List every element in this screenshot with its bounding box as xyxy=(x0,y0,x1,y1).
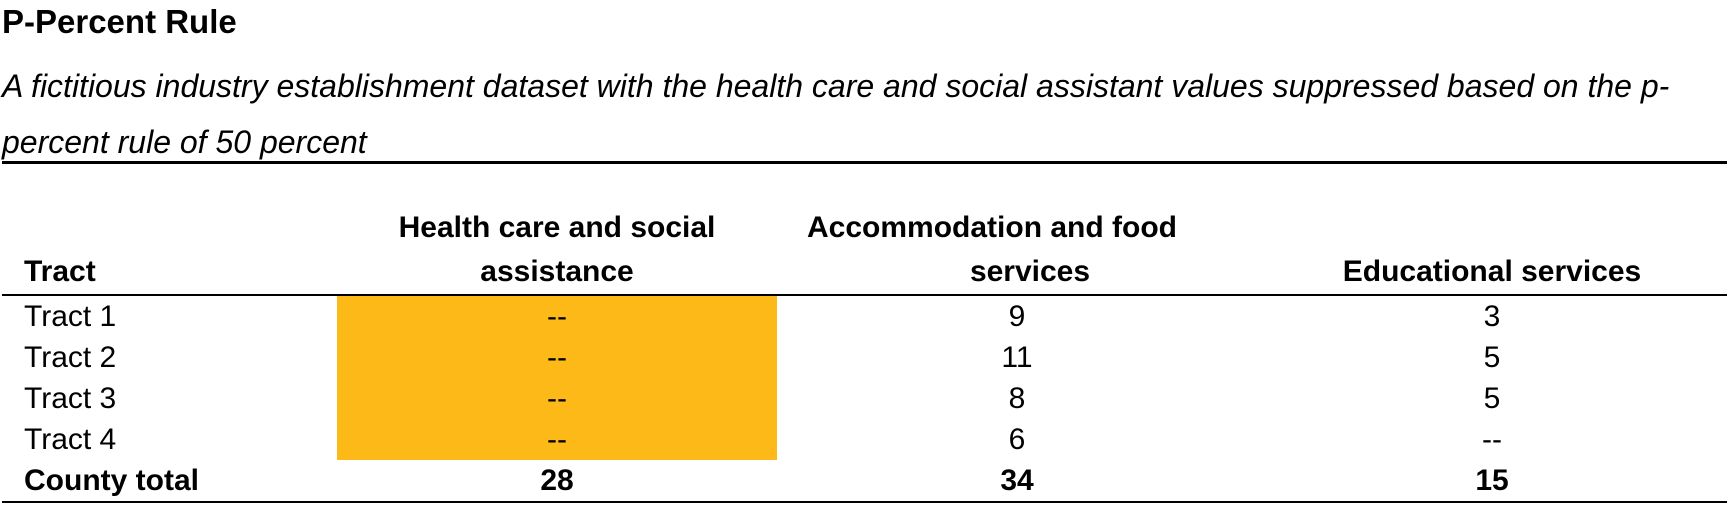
table-row: Tract 3 -- 8 5 xyxy=(2,378,1727,419)
row-educational-value: -- xyxy=(1482,423,1502,456)
row-tract-label: Tract 4 xyxy=(24,423,117,456)
row-health-value: -- xyxy=(337,378,777,419)
row-health-value: -- xyxy=(337,419,777,460)
page-subtitle: A fictitious industry establishment data… xyxy=(2,68,1670,160)
row-accommodation-value: 6 xyxy=(1008,423,1026,456)
total-health-value: 28 xyxy=(337,460,777,503)
row-health-value: -- xyxy=(337,337,777,378)
row-accommodation-value: 8 xyxy=(1008,382,1026,415)
row-educational-value: 5 xyxy=(1483,341,1501,374)
row-accommodation-value: 11 xyxy=(1001,341,1033,374)
header-health-care-line1: Health care and social xyxy=(398,211,716,244)
total-row: County total 28 34 15 xyxy=(2,460,1727,503)
header-accommodation-line2: services xyxy=(969,255,1091,288)
row-educational-value: 5 xyxy=(1483,382,1501,415)
establishment-table: Tract Health care and social assistance … xyxy=(2,206,1727,503)
row-health-value: -- xyxy=(337,295,777,337)
header-accommodation-line1: Accommodation and food xyxy=(807,211,1177,244)
row-educational-value: 3 xyxy=(1483,300,1501,333)
header-health-care: Health care and social assistance xyxy=(337,206,777,295)
header-row: Tract Health care and social assistance … xyxy=(2,206,1727,295)
total-label: County total xyxy=(2,460,337,503)
total-accommodation-value: 34 xyxy=(777,460,1257,503)
table-header: Tract Health care and social assistance … xyxy=(2,206,1727,295)
header-tract: Tract xyxy=(24,255,96,288)
total-educational-value: 15 xyxy=(1257,460,1727,503)
title-divider xyxy=(2,161,1727,164)
table-row: Tract 2 -- 11 5 xyxy=(2,337,1727,378)
row-tract-label: Tract 2 xyxy=(24,341,117,374)
header-accommodation: Accommodation and food services xyxy=(777,206,1257,295)
table-row: Tract 4 -- 6 -- xyxy=(2,419,1727,460)
table-body: Tract 1 -- 9 3 Tract 2 -- 11 5 Tract 3 -… xyxy=(2,295,1727,503)
table-row: Tract 1 -- 9 3 xyxy=(2,295,1727,337)
row-tract-label: Tract 3 xyxy=(24,382,117,415)
row-accommodation-value: 9 xyxy=(1008,300,1026,333)
header-health-care-line2: assistance xyxy=(480,255,634,288)
page-title: P-Percent Rule xyxy=(2,3,237,40)
row-tract-label: Tract 1 xyxy=(24,300,117,333)
header-educational: Educational services xyxy=(1342,255,1642,288)
